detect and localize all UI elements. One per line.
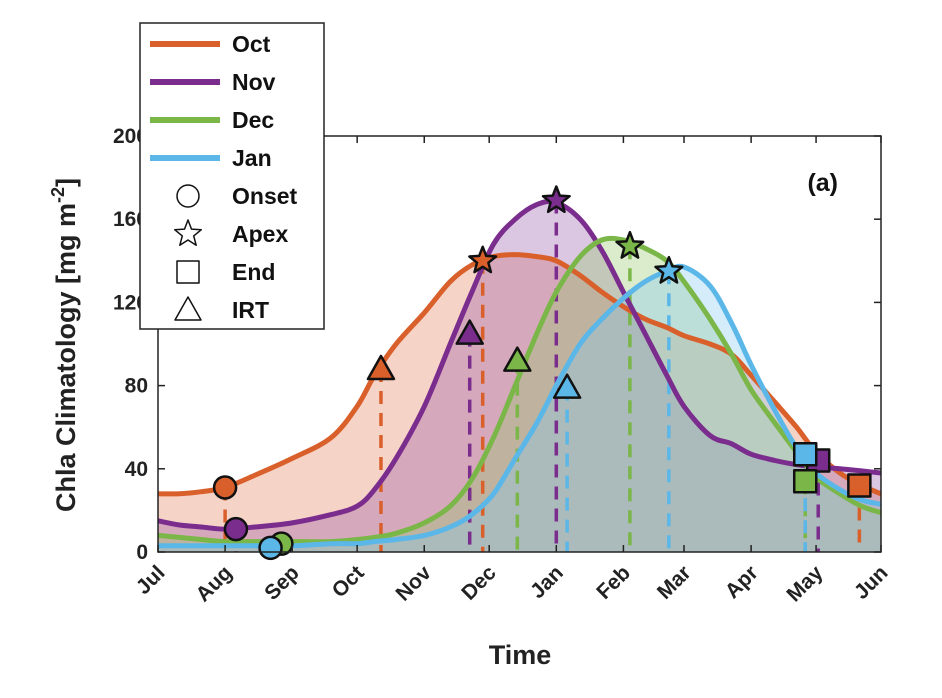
y-tick-label: 160 [113, 208, 148, 231]
legend-label-irt: IRT [232, 297, 269, 323]
legend-symbol-triangle [174, 296, 202, 321]
legend-label-onset: Onset [232, 183, 298, 209]
y-axis-title-main: Chla Climatology [mg m [51, 203, 81, 512]
y-axis-title-sup: -2 [48, 187, 68, 203]
legend-symbol-star [173, 219, 203, 247]
marker-onset-jan [258, 535, 283, 561]
legend-label-nov: Nov [232, 69, 276, 95]
marker-onset-oct [212, 475, 238, 500]
series-line-dec [158, 235, 881, 545]
legend-label-jan: Jan [232, 145, 272, 171]
y-tick-label: 0 [136, 541, 148, 564]
marker-end-dec [792, 469, 818, 494]
legend-label-oct: Oct [232, 31, 271, 57]
legend-symbol-square [176, 260, 200, 284]
legend-label-apex: Apex [232, 221, 288, 247]
marker-apex-oct [468, 245, 498, 274]
legend-label-end: End [232, 259, 275, 285]
series-fill-oct [158, 254, 881, 552]
marker-irt-dec [503, 346, 532, 372]
series-line-jan [158, 263, 881, 549]
marker-end-jan [792, 441, 818, 467]
series-fill-dec [158, 238, 881, 552]
legend-box [139, 22, 325, 330]
marker-apex-jan [654, 255, 684, 284]
legend-symbol-circle [176, 184, 200, 208]
marker-apex-dec [615, 230, 645, 259]
legend: Oct Nov Dec Jan Onset Apex End IRT [139, 22, 325, 330]
series-line-oct [158, 252, 881, 497]
y-tick-label: 200 [113, 125, 148, 148]
legend-label-dec: Dec [232, 107, 274, 133]
y-tick-label: 40 [125, 458, 148, 481]
plot-frame [157, 135, 882, 553]
series-fill-jan [158, 266, 881, 552]
y-axis-title-close: ] [51, 178, 81, 187]
panel-label: (a) [807, 169, 838, 197]
series-markers [212, 185, 872, 561]
series-line-nov [158, 198, 881, 532]
y-tick-label: 120 [113, 291, 148, 314]
marker-onset-nov [223, 516, 249, 542]
x-axis-title: Time [489, 640, 552, 670]
marker-irt-jan [552, 373, 582, 399]
marker-irt-oct [366, 354, 396, 381]
marker-apex-nov [541, 185, 571, 214]
marker-end-oct [847, 473, 872, 498]
marker-irt-nov [455, 319, 484, 345]
series-lines [158, 198, 881, 549]
y-tick-label: 80 [125, 375, 148, 398]
y-axis-title: Chla Climatology [mg m-2] [48, 178, 81, 512]
